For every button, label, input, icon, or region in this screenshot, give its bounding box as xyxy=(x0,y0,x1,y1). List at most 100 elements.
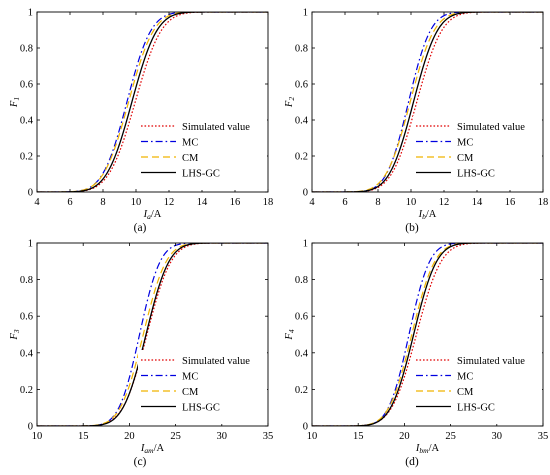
x-tick-label: 12 xyxy=(164,197,175,208)
x-tick-label: 30 xyxy=(217,431,228,442)
x-tick-label: 18 xyxy=(538,197,549,208)
y-tick-label: 1 xyxy=(303,239,308,250)
y-tick-label: 0 xyxy=(28,422,33,433)
legend-label: MC xyxy=(457,137,473,148)
y-axis-title: F3 xyxy=(9,329,21,340)
legend-background xyxy=(138,116,267,190)
chart-panel: 4 6 8 10 12 14 16 18 0 0.2 0.4 0.6 0.8 1 Ia/A F1 Simulat… xyxy=(9,8,273,235)
x-tick-label: 16 xyxy=(505,197,516,208)
y-tick-label: 0.8 xyxy=(295,44,308,55)
x-tick-label: 4 xyxy=(309,197,315,208)
y-tick-label: 0.8 xyxy=(20,44,33,55)
x-tick-label: 20 xyxy=(399,431,410,442)
y-tick-label: 0.2 xyxy=(295,152,308,163)
legend-label: CM xyxy=(182,153,199,164)
y-tick-label: 0 xyxy=(303,188,308,199)
y-tick-label: 0.8 xyxy=(295,275,308,286)
x-tick-label: 10 xyxy=(32,431,43,442)
y-tick-label: 0.8 xyxy=(20,275,33,286)
y-axis-title: F1 xyxy=(9,97,21,108)
legend-background xyxy=(413,350,542,424)
y-tick-label: 0.2 xyxy=(20,152,33,163)
legend-background xyxy=(138,350,267,424)
panel-caption: (b) xyxy=(405,222,419,234)
y-tick-label: 1 xyxy=(28,8,33,19)
x-tick-label: 35 xyxy=(538,431,549,442)
y-tick-label: 0.4 xyxy=(20,348,34,359)
x-tick-label: 10 xyxy=(406,197,417,208)
legend: Simulated value MC CM LHS-GC xyxy=(413,116,542,190)
x-tick-label: 15 xyxy=(78,431,89,442)
plot-frame xyxy=(36,11,269,193)
y-tick-label: 0.4 xyxy=(295,116,309,127)
legend-label: CM xyxy=(182,387,199,398)
plot-frame xyxy=(311,11,544,193)
y-axis-title: F4 xyxy=(284,329,296,340)
y-tick-label: 0.2 xyxy=(20,385,33,396)
legend: Simulated value MC CM LHS-GC xyxy=(413,350,542,424)
x-tick-label: 16 xyxy=(230,197,241,208)
legend-label: MC xyxy=(457,371,473,382)
x-tick-label: 12 xyxy=(439,197,450,208)
legend: Simulated value MC CM LHS-GC xyxy=(138,350,267,424)
x-tick-label: 14 xyxy=(197,197,208,208)
legend-label: CM xyxy=(457,153,474,164)
y-tick-label: 1 xyxy=(28,239,33,250)
y-tick-label: 0.6 xyxy=(20,312,33,323)
x-axis-title: Ia/A xyxy=(143,209,162,221)
x-tick-label: 10 xyxy=(131,197,142,208)
legend-background xyxy=(413,116,542,190)
y-tick-label: 1 xyxy=(303,8,308,19)
x-tick-label: 8 xyxy=(100,197,105,208)
legend-label: Simulated value xyxy=(457,356,525,367)
x-tick-label: 30 xyxy=(492,431,503,442)
x-tick-label: 14 xyxy=(472,197,483,208)
chart-panel: 10 15 20 25 30 35 0 0.2 0.4 0.6 0.8 1 Ibm/A F4 Simulat… xyxy=(284,239,548,469)
chart-panel: 4 6 8 10 12 14 16 18 0 0.2 0.4 0.6 0.8 1 Ib/A F2 Simulat… xyxy=(284,8,548,235)
x-tick-label: 18 xyxy=(263,197,274,208)
panel-caption: (d) xyxy=(405,456,419,468)
legend-label: CM xyxy=(457,387,474,398)
plot-frame xyxy=(36,242,269,427)
x-tick-label: 25 xyxy=(170,431,181,442)
x-tick-label: 8 xyxy=(375,197,380,208)
x-tick-label: 10 xyxy=(307,431,318,442)
series-line xyxy=(312,12,543,192)
panel-caption: (c) xyxy=(134,456,147,468)
x-tick-label: 25 xyxy=(445,431,456,442)
y-tick-label: 0.4 xyxy=(295,348,309,359)
y-tick-label: 0.4 xyxy=(20,116,34,127)
legend-label: LHS-GC xyxy=(457,402,495,413)
legend: Simulated value MC CM LHS-GC xyxy=(138,116,267,190)
legend-label: LHS-GC xyxy=(182,402,220,413)
y-tick-label: 0.6 xyxy=(295,312,308,323)
legend-label: Simulated value xyxy=(457,122,525,133)
legend-label: LHS-GC xyxy=(457,168,495,179)
y-tick-label: 0 xyxy=(28,188,33,199)
x-axis-title: Ib/A xyxy=(418,209,437,221)
legend-label: Simulated value xyxy=(182,122,250,133)
x-axis-title: Ibm/A xyxy=(415,443,440,455)
x-tick-label: 6 xyxy=(67,197,72,208)
series-line xyxy=(312,12,543,192)
x-axis-title: Iam/A xyxy=(140,443,165,455)
panel-caption: (a) xyxy=(134,222,147,234)
x-tick-label: 15 xyxy=(353,431,364,442)
plot-frame xyxy=(311,242,544,427)
y-tick-label: 0 xyxy=(303,422,308,433)
x-tick-label: 35 xyxy=(263,431,274,442)
legend-label: MC xyxy=(182,137,198,148)
y-axis-title: F2 xyxy=(284,97,296,108)
legend-label: Simulated value xyxy=(182,356,250,367)
y-tick-label: 0.2 xyxy=(295,385,308,396)
x-tick-label: 6 xyxy=(342,197,347,208)
y-tick-label: 0.6 xyxy=(20,80,33,91)
series-line xyxy=(37,243,268,426)
chart-panel: 10 15 20 25 30 35 0 0.2 0.4 0.6 0.8 1 Iam/A F3 Simulat… xyxy=(9,239,273,469)
y-tick-label: 0.6 xyxy=(295,80,308,91)
x-tick-label: 20 xyxy=(124,431,135,442)
x-tick-label: 4 xyxy=(34,197,40,208)
legend-label: MC xyxy=(182,371,198,382)
legend-label: LHS-GC xyxy=(182,168,220,179)
